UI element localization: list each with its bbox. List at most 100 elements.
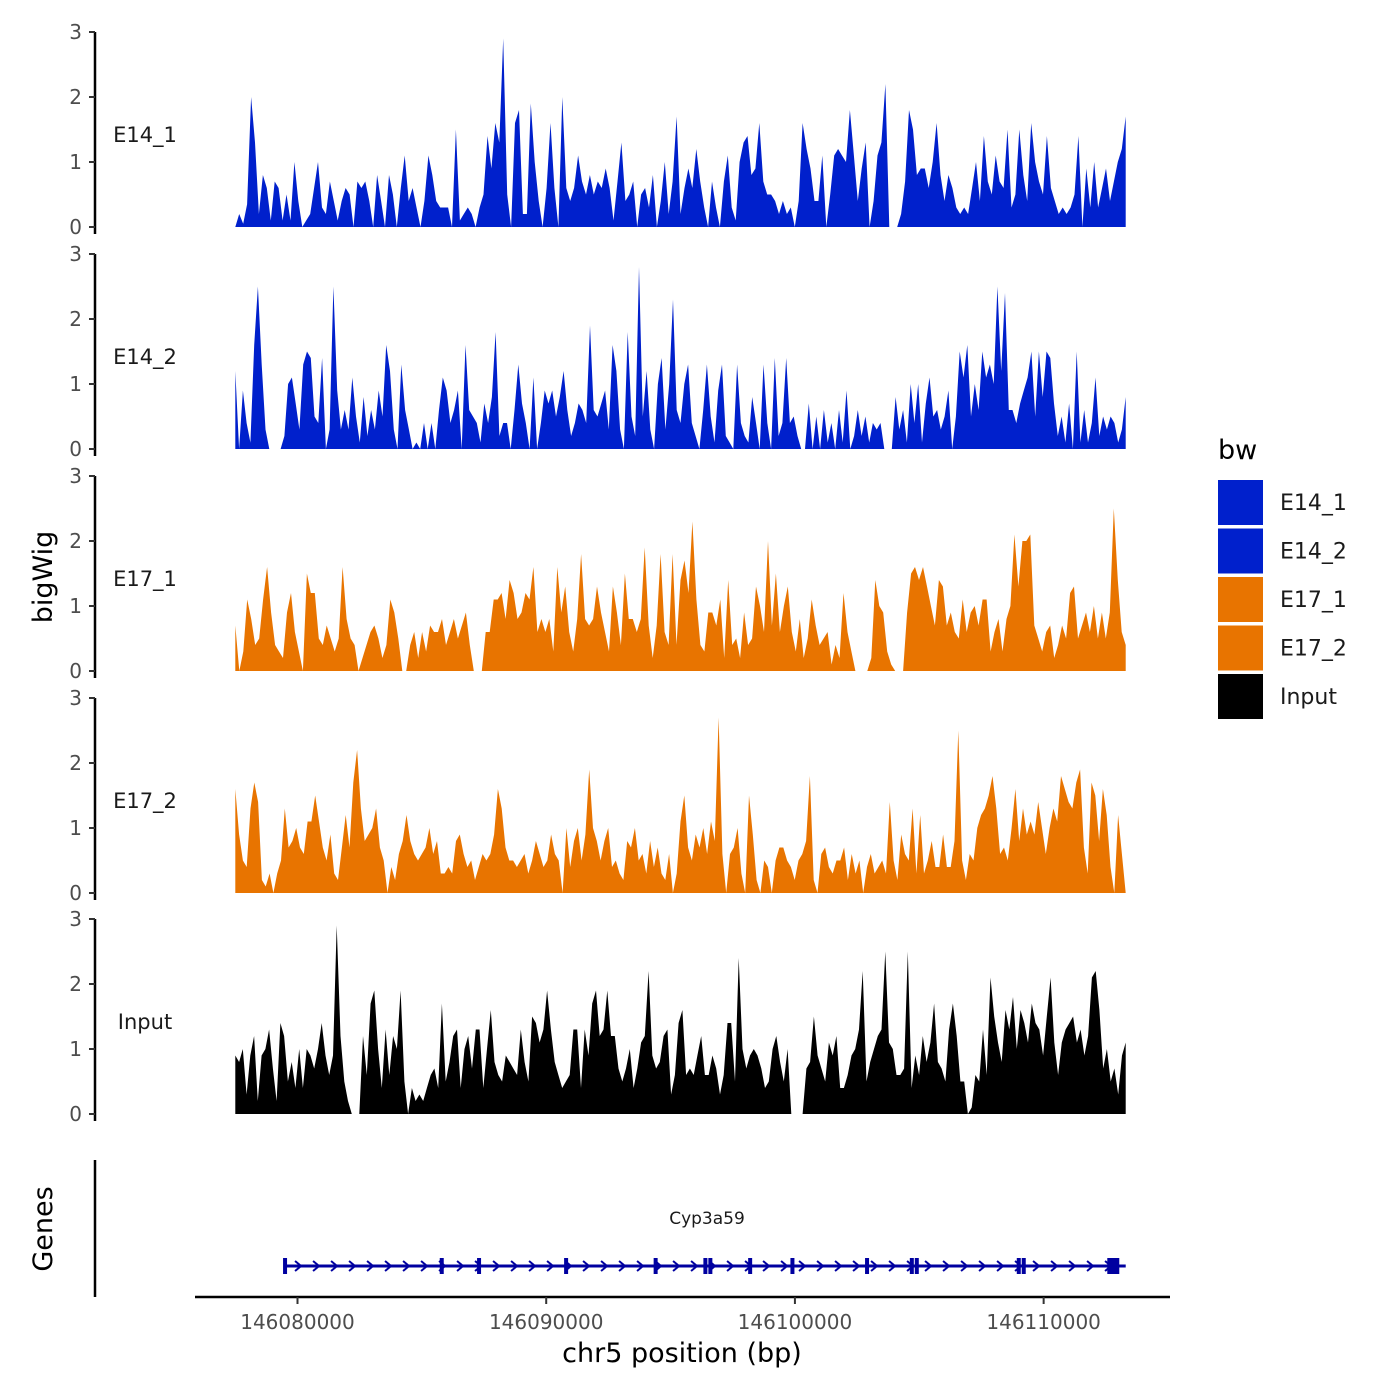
legend-swatch bbox=[1218, 528, 1263, 574]
track-input: 0 1 2 3 Input bbox=[69, 907, 1126, 1126]
strand-arrow bbox=[600, 1260, 609, 1272]
strand-arrow bbox=[1086, 1260, 1095, 1272]
strand-arrow bbox=[960, 1260, 969, 1272]
strand-arrow bbox=[852, 1260, 861, 1272]
gene-exon bbox=[1107, 1258, 1120, 1274]
strand-arrow bbox=[366, 1260, 375, 1272]
strand-arrow bbox=[978, 1260, 987, 1272]
track-label: E14_2 bbox=[113, 345, 177, 370]
y-tick-label: 2 bbox=[69, 85, 82, 109]
strand-arrow bbox=[924, 1260, 933, 1272]
gene-exon bbox=[439, 1258, 444, 1274]
signal-tracks: 0 1 2 3 E14_1 0 1 2 3 E14_2 0 1 2 3 E17_1 0 1 2 3 E17_2 0 1 2 3… bbox=[69, 20, 1126, 1126]
strand-arrow bbox=[420, 1260, 429, 1272]
track-e14-1: 0 1 2 3 E14_1 bbox=[69, 20, 1126, 239]
legend-title: bw bbox=[1218, 435, 1257, 466]
strand-arrow bbox=[582, 1260, 591, 1272]
gene-exon bbox=[477, 1258, 482, 1274]
strand-arrow bbox=[618, 1260, 627, 1272]
y-tick-label: 2 bbox=[69, 307, 82, 331]
strand-arrow bbox=[492, 1260, 501, 1272]
strand-arrow bbox=[1068, 1260, 1077, 1272]
strand-arrow bbox=[870, 1260, 879, 1272]
signal-area-e17-1 bbox=[235, 508, 1126, 671]
x-axis-title: chr5 position (bp) bbox=[562, 1338, 802, 1369]
signal-area-input bbox=[235, 925, 1126, 1114]
gene-exon bbox=[748, 1258, 753, 1274]
strand-arrow bbox=[834, 1260, 843, 1272]
y-tick-label: 0 bbox=[69, 215, 82, 239]
signal-area-e14-1 bbox=[235, 38, 1126, 227]
gene-exon bbox=[909, 1258, 914, 1274]
strand-arrow bbox=[348, 1260, 357, 1272]
gene-exon bbox=[708, 1258, 713, 1274]
y-tick-label: 3 bbox=[69, 686, 82, 710]
genes-panel: Genes Cyp3a59 bbox=[28, 1160, 1126, 1297]
y-tick-label: 3 bbox=[69, 907, 82, 931]
legend-label: E14_1 bbox=[1280, 491, 1347, 516]
strand-arrow bbox=[816, 1260, 825, 1272]
legend-label: E14_2 bbox=[1280, 540, 1347, 565]
gene-exon bbox=[790, 1258, 795, 1274]
gene-exon bbox=[1021, 1258, 1026, 1274]
strand-arrow bbox=[672, 1260, 681, 1272]
y-tick-label: 0 bbox=[69, 881, 82, 905]
y-tick-label: 1 bbox=[69, 816, 82, 840]
strand-arrow bbox=[888, 1260, 897, 1272]
y-tick-label: 0 bbox=[69, 659, 82, 683]
strand-arrow bbox=[996, 1260, 1005, 1272]
legend: bw E14_1 E14_2 E17_1 E17_2 Input bbox=[1218, 435, 1347, 719]
genes-axis-title: Genes bbox=[28, 1186, 59, 1271]
legend-swatch bbox=[1218, 625, 1263, 671]
strand-arrow bbox=[798, 1260, 807, 1272]
strand-arrow bbox=[546, 1260, 555, 1272]
strand-arrow bbox=[780, 1260, 789, 1272]
y-tick-label: 1 bbox=[69, 594, 82, 618]
legend-swatch bbox=[1218, 577, 1263, 622]
gene-exon bbox=[283, 1258, 288, 1274]
gene-exon bbox=[564, 1258, 569, 1274]
y-tick-label: 3 bbox=[69, 464, 82, 488]
strand-arrow bbox=[456, 1260, 465, 1272]
y-axis-title: bigWig bbox=[28, 531, 59, 624]
strand-arrow bbox=[636, 1260, 645, 1272]
y-tick-label: 3 bbox=[69, 242, 82, 266]
strand-arrow bbox=[294, 1260, 303, 1272]
gene-exon bbox=[653, 1258, 658, 1274]
y-tick-label: 1 bbox=[69, 1037, 82, 1061]
gene-model bbox=[283, 1258, 1126, 1274]
track-label: E14_1 bbox=[113, 123, 177, 148]
strand-arrow bbox=[510, 1260, 519, 1272]
gene-exon bbox=[865, 1258, 870, 1274]
track-e17-2: 0 1 2 3 E17_2 bbox=[69, 686, 1126, 905]
y-tick-label: 3 bbox=[69, 20, 82, 44]
track-e14-2: 0 1 2 3 E14_2 bbox=[69, 242, 1126, 461]
track-label: E17_1 bbox=[113, 567, 177, 592]
y-tick-label: 2 bbox=[69, 751, 82, 775]
strand-arrow bbox=[762, 1260, 771, 1272]
x-tick-label: 146090000 bbox=[489, 1310, 604, 1334]
legend-label: E17_1 bbox=[1280, 588, 1347, 613]
gene-exon bbox=[914, 1258, 919, 1274]
strand-arrow bbox=[726, 1260, 735, 1272]
x-ticks: 146080000 146090000 146100000 146110000 bbox=[240, 1297, 1101, 1334]
y-tick-label: 1 bbox=[69, 150, 82, 174]
x-tick-label: 146100000 bbox=[738, 1310, 853, 1334]
gene-exon bbox=[1016, 1258, 1021, 1274]
legend-items: E14_1 E14_2 E17_1 E17_2 Input bbox=[1218, 480, 1347, 719]
y-tick-label: 0 bbox=[69, 437, 82, 461]
legend-swatch bbox=[1218, 480, 1263, 525]
y-tick-label: 1 bbox=[69, 372, 82, 396]
legend-label: E17_2 bbox=[1280, 637, 1347, 662]
track-label: E17_2 bbox=[113, 789, 177, 814]
strand-arrow bbox=[528, 1260, 537, 1272]
gene-label: Cyp3a59 bbox=[669, 1209, 745, 1229]
strand-arrow bbox=[330, 1260, 339, 1272]
strand-arrow bbox=[690, 1260, 699, 1272]
strand-arrow bbox=[1050, 1260, 1059, 1272]
strand-arrow bbox=[384, 1260, 393, 1272]
strand-arrow bbox=[1032, 1260, 1041, 1272]
legend-label: Input bbox=[1280, 685, 1337, 710]
y-tick-label: 2 bbox=[69, 529, 82, 553]
strand-arrow bbox=[402, 1260, 411, 1272]
